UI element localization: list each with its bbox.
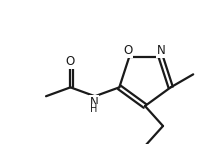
Text: N: N (156, 44, 165, 57)
Text: O: O (66, 55, 75, 68)
Text: O: O (123, 44, 133, 57)
Text: N: N (89, 96, 98, 109)
Text: H: H (90, 104, 98, 114)
